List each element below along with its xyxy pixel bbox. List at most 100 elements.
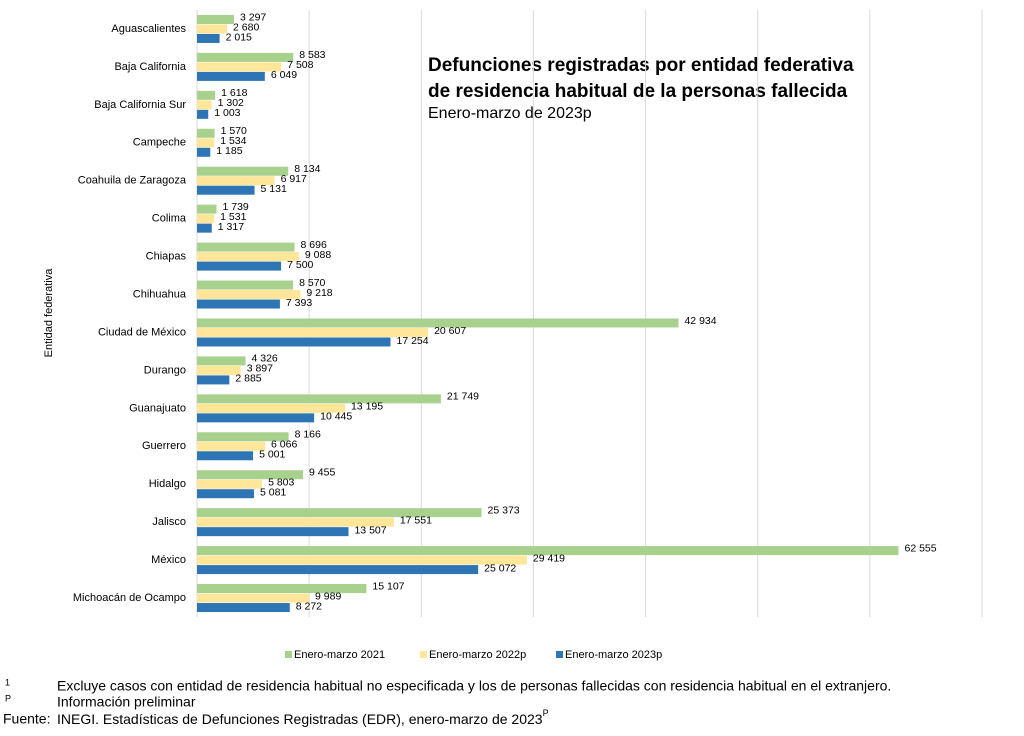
y-tick-label: Baja California: [114, 61, 186, 73]
value-label: 15 107: [372, 580, 404, 592]
bar: [197, 280, 294, 290]
value-label: 42 934: [684, 315, 716, 327]
legend-swatch: [285, 651, 292, 658]
bar: [197, 593, 310, 603]
bar: [197, 185, 255, 195]
legend-label: Enero-marzo 2021: [294, 649, 385, 661]
bar: [197, 318, 679, 328]
bar: [197, 546, 899, 556]
bar: [197, 489, 254, 499]
value-label: 1 531: [220, 211, 246, 223]
footnote-mark: P: [5, 693, 11, 703]
value-label: 1 317: [218, 221, 244, 233]
value-label: 9 989: [315, 590, 341, 602]
bar: [197, 242, 295, 252]
legend-label: Enero-marzo 2023p: [565, 649, 662, 661]
value-label: 8 570: [299, 277, 325, 289]
value-label: 13 507: [354, 524, 386, 536]
bar: [197, 470, 304, 480]
bar: [197, 214, 215, 224]
value-label: 62 555: [905, 542, 937, 554]
footnote: Información preliminar: [57, 694, 196, 710]
value-label: 29 419: [533, 552, 565, 564]
y-tick-label: Chiapas: [146, 251, 187, 263]
bar: [197, 147, 211, 157]
value-label: 1 302: [218, 97, 244, 109]
value-label: 5 131: [261, 183, 287, 195]
y-tick-label: Chihuahua: [133, 288, 187, 300]
bar: [197, 337, 391, 347]
source: INEGI. Estadísticas de Defunciones Regis…: [57, 708, 549, 726]
y-tick-label: Ciudad de México: [98, 326, 186, 338]
bar: [197, 138, 215, 148]
bar: [197, 479, 263, 489]
y-tick-label: Guanajuato: [129, 402, 186, 414]
chart-subtitle: Enero-marzo de 2023p: [428, 105, 592, 122]
bar: [197, 252, 299, 262]
bar: [197, 441, 266, 451]
value-label: 9 088: [305, 249, 331, 261]
value-label: 5 001: [259, 449, 285, 461]
value-label: 9 218: [306, 287, 332, 299]
bar: [197, 403, 345, 413]
legend-label: Enero-marzo 2022p: [429, 649, 526, 661]
bar: [197, 176, 275, 186]
bar: [197, 290, 301, 300]
value-label: 10 445: [320, 411, 352, 423]
source-text: INEGI. Estadísticas de Defunciones Regis…: [57, 711, 543, 727]
value-label: 2 015: [226, 31, 252, 43]
bar: [197, 356, 246, 366]
value-label: 3 297: [240, 11, 266, 23]
value-label: 1 003: [214, 107, 240, 119]
bar: [197, 100, 212, 110]
source-sup: P: [543, 708, 549, 718]
y-tick-label: Guerrero: [142, 440, 186, 452]
bar: [197, 432, 289, 442]
bar: [197, 299, 280, 309]
bar: [197, 62, 282, 72]
value-label: 1 534: [220, 135, 246, 147]
bar: [197, 375, 230, 385]
value-label: 6 917: [281, 173, 307, 185]
bar: [197, 109, 209, 119]
legend-swatch: [556, 651, 563, 658]
value-label: 3 897: [247, 363, 273, 375]
y-tick-label: Hidalgo: [149, 478, 186, 490]
y-tick-label: Durango: [144, 364, 186, 376]
value-label: 1 185: [216, 145, 242, 157]
y-tick-label: Aguascalientes: [111, 23, 186, 35]
bar: [197, 14, 234, 24]
value-label: 2 885: [235, 373, 261, 385]
bar: [197, 166, 289, 176]
chart-title: Defunciones registradas por entidad fede…: [428, 55, 854, 76]
value-label: 20 607: [434, 325, 466, 337]
value-label: 8 583: [299, 49, 325, 61]
bar: [197, 223, 212, 233]
value-label: 17 254: [396, 335, 428, 347]
y-tick-label: Coahuila de Zaragoza: [78, 175, 187, 187]
y-axis-label: Entidad federativa: [43, 268, 55, 358]
y-tick-label: México: [151, 554, 186, 566]
value-label: 5 803: [268, 477, 294, 489]
footnote: Excluye casos con entidad de residencia …: [57, 678, 891, 694]
value-label: 8 166: [295, 429, 321, 441]
value-label: 1 739: [223, 201, 249, 213]
bar: [197, 71, 265, 81]
bar: [197, 128, 215, 138]
legend-swatch: [420, 651, 427, 658]
bar: [197, 565, 479, 575]
chart-title: de residencia habitual de la personas fa…: [428, 81, 848, 102]
bar: [197, 413, 315, 423]
bar: [197, 451, 254, 461]
value-label: 8 272: [296, 600, 322, 612]
bar: [197, 90, 216, 100]
y-tick-label: Campeche: [133, 137, 186, 149]
bar: [197, 204, 217, 214]
value-label: 7 500: [287, 259, 313, 271]
bar: [197, 394, 441, 404]
bar: [197, 261, 282, 271]
value-label: 25 373: [488, 504, 520, 516]
value-label: 25 072: [484, 562, 516, 574]
value-label: 7 393: [286, 297, 312, 309]
